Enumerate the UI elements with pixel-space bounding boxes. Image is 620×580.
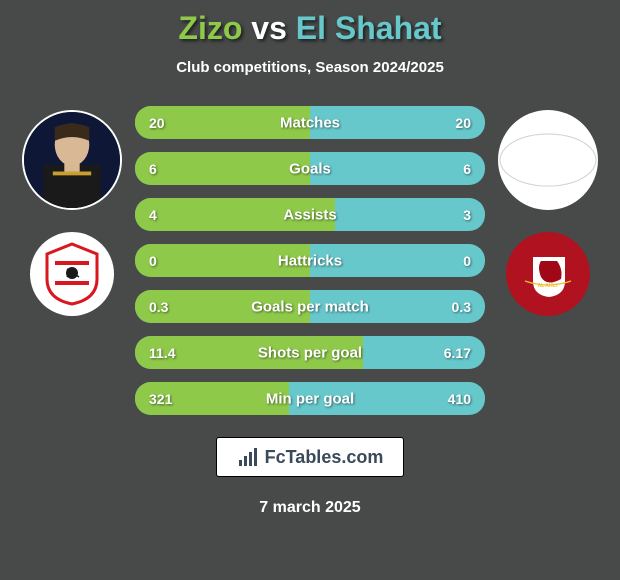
- stat-label: Matches: [280, 114, 340, 131]
- stat-label: Hattricks: [278, 252, 342, 269]
- fctables-logo[interactable]: FcTables.com: [216, 437, 405, 477]
- stat-right-value: 20: [455, 115, 471, 131]
- player2-club-badge: AL AHLY: [506, 232, 590, 316]
- stat-left-value: 4: [149, 207, 157, 223]
- stat-right-value: 6: [463, 161, 471, 177]
- player1-avatar: [22, 110, 122, 210]
- main-comparison-row: 20 Matches 20 6 Goals 6 4 Assists 3 0 Hattricks 0 0.…: [0, 106, 620, 415]
- stat-bar: 11.4 Shots per goal 6.17: [135, 336, 485, 369]
- svg-text:AL AHLY: AL AHLY: [538, 283, 560, 289]
- stat-right-value: 3: [463, 207, 471, 223]
- stat-right-value: 0.3: [452, 299, 471, 315]
- player1-column: [17, 106, 127, 316]
- comparison-title: Zizo vs El Shahat: [178, 10, 441, 47]
- player2-name: El Shahat: [296, 10, 442, 46]
- subtitle: Club competitions, Season 2024/2025: [176, 59, 444, 76]
- stat-bar-left-fill: [135, 152, 310, 185]
- player2-column: AL AHLY: [493, 106, 603, 316]
- logo-text: FcTables.com: [265, 447, 384, 468]
- chart-icon: [237, 446, 259, 468]
- stat-bar: 4 Assists 3: [135, 198, 485, 231]
- stat-bar: 6 Goals 6: [135, 152, 485, 185]
- stat-right-value: 6.17: [444, 345, 471, 361]
- stat-bar: 0.3 Goals per match 0.3: [135, 290, 485, 323]
- stat-label: Assists: [283, 206, 336, 223]
- stat-label: Shots per goal: [258, 344, 362, 361]
- stat-left-value: 11.4: [149, 345, 175, 361]
- stat-bars: 20 Matches 20 6 Goals 6 4 Assists 3 0 Hattricks 0 0.…: [135, 106, 485, 415]
- stat-left-value: 0.3: [149, 299, 168, 315]
- stat-left-value: 20: [149, 115, 165, 131]
- stat-left-value: 0: [149, 253, 157, 269]
- stat-bar: 321 Min per goal 410: [135, 382, 485, 415]
- stat-bar: 20 Matches 20: [135, 106, 485, 139]
- stat-right-value: 410: [448, 391, 471, 407]
- stat-label: Goals: [289, 160, 331, 177]
- player2-avatar: [498, 110, 598, 210]
- stat-label: Min per goal: [266, 390, 354, 407]
- stat-label: Goals per match: [251, 298, 369, 315]
- stat-bar: 0 Hattricks 0: [135, 244, 485, 277]
- stat-left-value: 6: [149, 161, 157, 177]
- stat-left-value: 321: [149, 391, 172, 407]
- date-label: 7 march 2025: [259, 499, 360, 517]
- stat-right-value: 0: [463, 253, 471, 269]
- player1-name: Zizo: [178, 10, 242, 46]
- player1-club-badge: [30, 232, 114, 316]
- vs-text: vs: [242, 10, 295, 46]
